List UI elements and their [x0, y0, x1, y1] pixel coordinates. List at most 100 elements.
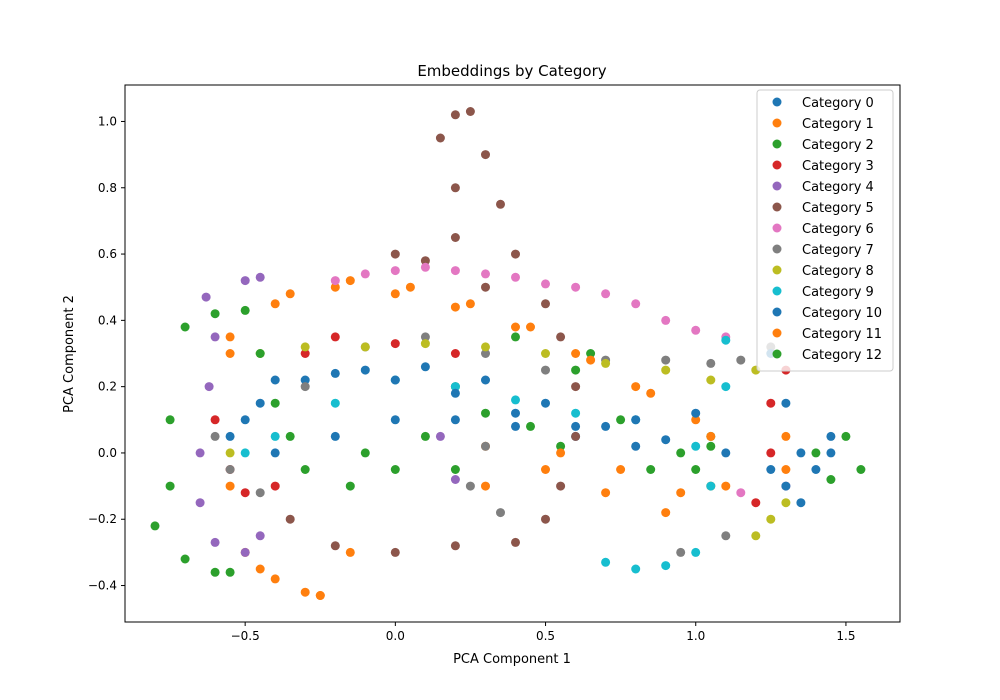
data-point — [255, 272, 265, 282]
data-point — [450, 183, 460, 193]
data-point — [586, 349, 596, 358]
legend-marker — [772, 265, 782, 275]
data-point — [721, 481, 731, 491]
legend-marker — [772, 349, 782, 359]
legend-label: Category 8 — [802, 264, 874, 279]
data-point — [736, 355, 746, 365]
legend-label: Category 1 — [802, 117, 874, 132]
data-point — [420, 362, 430, 372]
data-point — [330, 368, 340, 378]
data-point — [571, 382, 581, 392]
data-point — [661, 355, 671, 365]
legend-item: Category 7 — [772, 243, 874, 258]
legend: Category 0 Category 1 Category 2 Category 3… — [756, 89, 894, 372]
legend-label: Category 3 — [802, 159, 874, 174]
data-point — [601, 358, 611, 368]
data-point — [721, 531, 731, 541]
y-tick-label: −0.4 — [88, 579, 117, 593]
data-point — [450, 233, 460, 242]
plot-frame — [124, 84, 901, 623]
data-point — [450, 388, 460, 398]
data-point — [465, 299, 475, 309]
data-point — [796, 448, 806, 458]
data-point — [826, 475, 836, 484]
data-point — [330, 332, 340, 342]
data-point — [180, 322, 190, 332]
data-point — [586, 355, 596, 365]
data-point — [204, 382, 214, 392]
data-point — [766, 448, 776, 458]
data-point — [556, 481, 566, 491]
data-point — [511, 332, 520, 342]
data-point — [826, 448, 836, 458]
data-point — [511, 272, 520, 282]
x-tick-label: 1.5 — [836, 629, 855, 643]
legend-marker — [772, 118, 782, 128]
data-point — [781, 431, 791, 441]
data-point — [450, 541, 460, 551]
data-point — [450, 382, 460, 392]
data-point — [345, 481, 355, 491]
data-point — [721, 335, 731, 345]
data-point — [541, 514, 550, 524]
data-point — [721, 382, 731, 392]
data-point — [270, 299, 280, 309]
legend-item: Category 9 — [772, 285, 874, 300]
data-point — [481, 375, 490, 385]
data-point — [315, 591, 325, 600]
data-point — [270, 574, 280, 584]
data-point — [450, 475, 460, 484]
data-point — [541, 398, 550, 408]
data-point — [691, 408, 701, 418]
data-point — [450, 266, 460, 276]
x-tick-label: 0.0 — [386, 629, 405, 643]
data-point — [255, 531, 265, 541]
data-point — [255, 488, 265, 498]
data-point — [556, 441, 566, 451]
data-point — [270, 431, 280, 441]
data-point — [571, 431, 581, 441]
data-point — [541, 279, 550, 289]
data-point — [450, 349, 460, 358]
data-point — [496, 508, 505, 518]
data-point — [481, 441, 490, 451]
data-point — [285, 431, 295, 441]
data-point — [481, 481, 490, 491]
data-point — [826, 431, 836, 441]
data-point — [330, 541, 340, 551]
data-point — [210, 415, 220, 425]
data-point — [511, 421, 520, 431]
data-point — [390, 375, 400, 385]
legend-label: Category 4 — [802, 180, 874, 195]
y-axis: −0.4 −0.2 0.0 0.2 0.4 0.6 0.8 1.0 — [88, 114, 125, 593]
data-point — [465, 481, 475, 491]
legend-label: Category 0 — [802, 96, 874, 111]
y-axis-label: PCA Component 2 — [62, 295, 77, 413]
data-point — [571, 421, 581, 431]
legend-marker — [772, 286, 782, 296]
data-point — [721, 448, 731, 458]
data-point — [300, 375, 310, 385]
data-point — [300, 465, 310, 474]
data-point — [225, 465, 235, 474]
data-point — [225, 481, 235, 491]
data-point — [300, 349, 310, 358]
data-point — [420, 431, 430, 441]
data-point — [390, 249, 400, 259]
data-point — [300, 382, 310, 392]
data-point — [706, 358, 716, 368]
data-point — [195, 498, 205, 508]
series-3 — [210, 332, 791, 508]
y-tick-label: 0.2 — [98, 380, 117, 394]
data-point — [270, 481, 280, 491]
data-point — [601, 557, 611, 567]
data-point — [225, 332, 235, 342]
y-tick-label: 0.0 — [98, 446, 117, 460]
data-point — [270, 375, 280, 385]
data-point — [435, 133, 445, 143]
data-point — [210, 309, 220, 319]
data-point — [285, 289, 295, 299]
data-point — [390, 266, 400, 276]
data-point — [270, 398, 280, 408]
data-point — [240, 488, 250, 498]
